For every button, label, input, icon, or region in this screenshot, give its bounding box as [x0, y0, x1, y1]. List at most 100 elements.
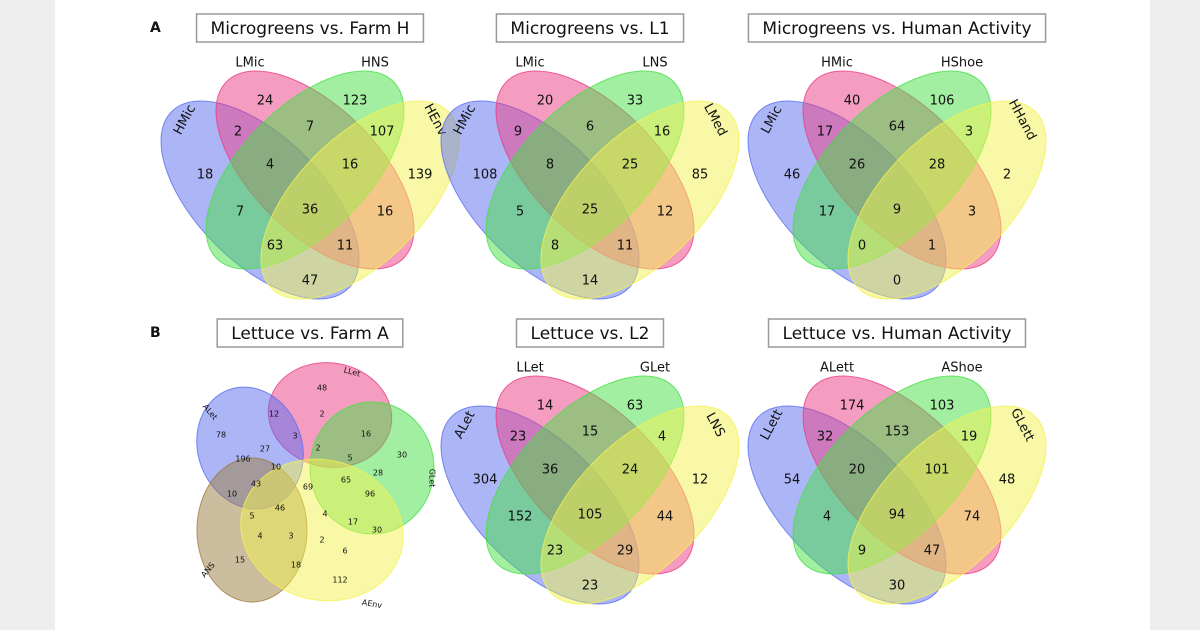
set-ellipse [540, 100, 740, 300]
region-count: 174 [840, 399, 865, 414]
panel-title: Microgreens vs. Farm H [211, 19, 410, 39]
region-count: 7 [306, 120, 314, 135]
region-count: 5 [249, 512, 254, 521]
region-count: 153 [885, 425, 910, 440]
region-count: 48 [999, 473, 1016, 488]
region-count: 10 [271, 463, 281, 472]
region-count: 74 [964, 510, 981, 525]
region-count: 36 [542, 463, 559, 478]
set-label: GLet [428, 469, 437, 488]
title-box [747, 13, 1047, 43]
region-count: 25 [622, 158, 639, 173]
region-count: 16 [361, 430, 371, 439]
region-count: 14 [582, 274, 599, 289]
title-box [767, 318, 1027, 348]
region-count: 3 [968, 205, 976, 220]
region-count: 107 [370, 125, 395, 140]
region-count: 10 [227, 490, 237, 499]
title-box [495, 13, 685, 43]
set-label: AEnv [361, 598, 383, 610]
region-count: 18 [197, 168, 214, 183]
region-count: 152 [508, 510, 533, 525]
set-label: HMic [821, 56, 853, 71]
region-count: 46 [784, 168, 801, 183]
region-count: 17 [819, 205, 836, 220]
region-count: 29 [617, 544, 634, 559]
region-count: 4 [658, 430, 666, 445]
set-ellipse [847, 405, 1047, 605]
region-count: 8 [551, 239, 559, 254]
region-count: 63 [627, 399, 644, 414]
region-count: 15 [582, 425, 599, 440]
region-count: 19 [961, 430, 978, 445]
panel-title: Lettuce vs. L2 [531, 324, 650, 344]
panel-title: Lettuce vs. Farm A [231, 324, 389, 344]
region-count: 48 [317, 384, 327, 393]
region-count: 33 [627, 94, 644, 109]
region-count: 15 [235, 556, 245, 565]
set-label: LNS [642, 56, 667, 71]
region-count: 0 [893, 274, 901, 289]
panel-label: A [150, 20, 161, 36]
region-count: 28 [929, 158, 946, 173]
region-count: 69 [303, 483, 313, 492]
region-count: 16 [342, 158, 359, 173]
region-count: 20 [537, 94, 554, 109]
region-count: 2 [319, 536, 324, 545]
region-count: 4 [823, 510, 831, 525]
region-count: 17 [348, 518, 358, 527]
region-count: 26 [849, 158, 866, 173]
set-label: GLet [640, 361, 670, 376]
region-count: 96 [365, 490, 375, 499]
set-ellipse [847, 100, 1047, 300]
set-label: HNS [361, 56, 389, 71]
region-count: 30 [889, 579, 906, 594]
title-box [216, 318, 404, 348]
region-count: 65 [341, 476, 351, 485]
region-count: 2 [1003, 168, 1011, 183]
set-ellipse [540, 405, 740, 605]
region-count: 23 [582, 579, 599, 594]
region-count: 44 [657, 510, 674, 525]
region-count: 5 [347, 454, 352, 463]
region-count: 36 [302, 203, 319, 218]
region-count: 63 [267, 239, 284, 254]
region-count: 17 [817, 125, 834, 140]
region-count: 3 [965, 125, 973, 140]
panel-title: Microgreens vs. L1 [510, 19, 669, 39]
set-label: ALett [820, 361, 854, 376]
set-ellipse [240, 458, 404, 602]
set-label: LMic [235, 56, 264, 71]
region-count: 2 [319, 410, 324, 419]
region-count: 47 [924, 544, 941, 559]
region-count: 18 [291, 561, 301, 570]
panel-label: B [150, 325, 161, 341]
title-box [195, 13, 425, 43]
region-count: 304 [473, 473, 498, 488]
region-count: 105 [578, 508, 603, 523]
region-count: 24 [622, 463, 639, 478]
region-count: 11 [337, 239, 354, 254]
region-count: 8 [546, 158, 554, 173]
region-count: 3 [288, 532, 293, 541]
region-count: 14 [537, 399, 554, 414]
region-count: 43 [251, 480, 261, 489]
region-count: 2 [315, 444, 320, 453]
panel-title: Microgreens vs. Human Activity [762, 19, 1031, 39]
region-count: 196 [235, 455, 250, 464]
region-count: 6 [342, 547, 347, 556]
region-count: 94 [889, 508, 906, 523]
region-count: 54 [784, 473, 801, 488]
set-label: LMic [515, 56, 544, 71]
region-count: 12 [657, 205, 674, 220]
region-count: 16 [654, 125, 671, 140]
region-count: 101 [925, 463, 950, 478]
region-count: 78 [216, 431, 226, 440]
region-count: 30 [372, 526, 382, 535]
region-count: 12 [692, 473, 709, 488]
region-count: 24 [257, 94, 274, 109]
region-count: 3 [292, 432, 297, 441]
region-count: 23 [510, 430, 527, 445]
region-count: 4 [257, 532, 262, 541]
